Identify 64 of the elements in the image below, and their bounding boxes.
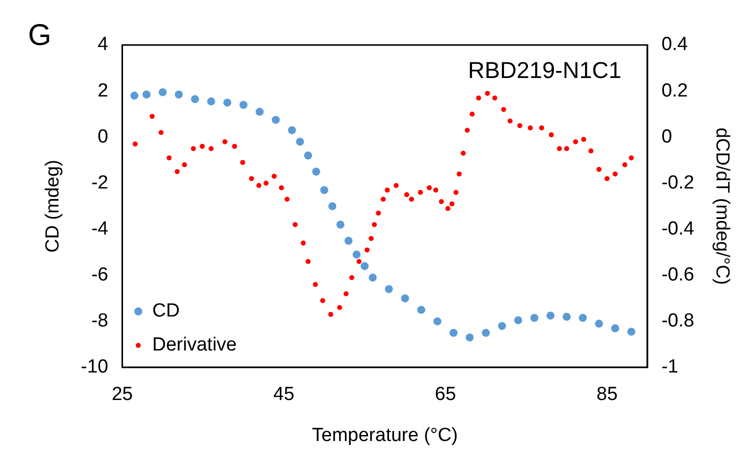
- point: [142, 90, 150, 99]
- point: [368, 274, 377, 282]
- point: [417, 306, 426, 314]
- x-tick-label: 25: [112, 384, 133, 406]
- y2-tick-label: -0.6: [661, 264, 694, 286]
- x-tick-label: 65: [434, 384, 456, 406]
- y-tick-label: -8: [91, 310, 108, 332]
- point: [384, 285, 393, 294]
- point: [578, 314, 587, 322]
- point: [272, 116, 280, 124]
- point: [514, 316, 522, 324]
- point: [466, 333, 474, 342]
- y-tick-label: -2: [91, 172, 108, 194]
- point: [546, 312, 554, 320]
- point: [433, 317, 442, 326]
- legend-label: CD: [152, 300, 180, 322]
- point: [360, 262, 369, 270]
- x-tick-label: 45: [273, 384, 294, 406]
- y2-axis-title: dCD/dT (mdeg/°C): [711, 128, 732, 285]
- point: [344, 236, 352, 245]
- point: [207, 97, 216, 106]
- y2-tick-label: 0.2: [661, 80, 688, 102]
- y2-tick-label: -1: [661, 356, 678, 378]
- point: [328, 202, 336, 210]
- point: [296, 138, 304, 146]
- point: [562, 312, 571, 321]
- point: [130, 92, 138, 100]
- y-tick-label: 2: [98, 80, 108, 102]
- y-tick-label: 0: [98, 126, 108, 148]
- text: G: [28, 19, 52, 52]
- annotation: RBD219-N1C1: [468, 57, 622, 83]
- y2-tick-label: 0: [661, 126, 672, 148]
- point: [352, 250, 361, 259]
- point: [190, 95, 199, 104]
- y2-tick-label: 0.4: [661, 34, 688, 56]
- y2-tick-label: -0.4: [661, 218, 695, 240]
- point: [239, 100, 248, 109]
- x-axis-title: Temperature (°C): [312, 424, 458, 446]
- point: [256, 108, 264, 116]
- point: [312, 168, 320, 176]
- y-axis-title: CD (mdeg): [42, 160, 64, 253]
- point: [627, 328, 636, 336]
- legend-label: Derivative: [152, 334, 237, 356]
- point: [223, 98, 232, 107]
- point: [498, 322, 506, 330]
- point: [482, 328, 490, 337]
- y-tick-label: -10: [80, 356, 108, 378]
- y-tick-label: 4: [98, 34, 109, 56]
- point: [336, 220, 344, 229]
- point: [320, 186, 328, 194]
- point: [594, 320, 603, 328]
- point: [530, 314, 538, 322]
- y2-tick-label: -0.2: [661, 172, 694, 194]
- y-tick-label: -6: [91, 264, 108, 286]
- point: [158, 88, 167, 96]
- point: [401, 294, 410, 302]
- point: [304, 152, 312, 160]
- point: [450, 328, 458, 337]
- point: [611, 324, 620, 332]
- point: [288, 126, 296, 134]
- y-tick-label: -4: [91, 218, 109, 240]
- point: [174, 90, 183, 99]
- y2-tick-label: -0.8: [661, 310, 694, 332]
- x-tick-label: 85: [596, 384, 618, 406]
